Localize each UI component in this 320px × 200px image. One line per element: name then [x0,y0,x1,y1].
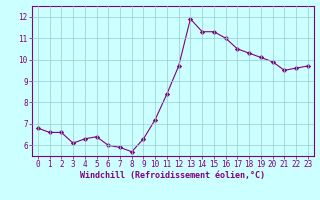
X-axis label: Windchill (Refroidissement éolien,°C): Windchill (Refroidissement éolien,°C) [80,171,265,180]
